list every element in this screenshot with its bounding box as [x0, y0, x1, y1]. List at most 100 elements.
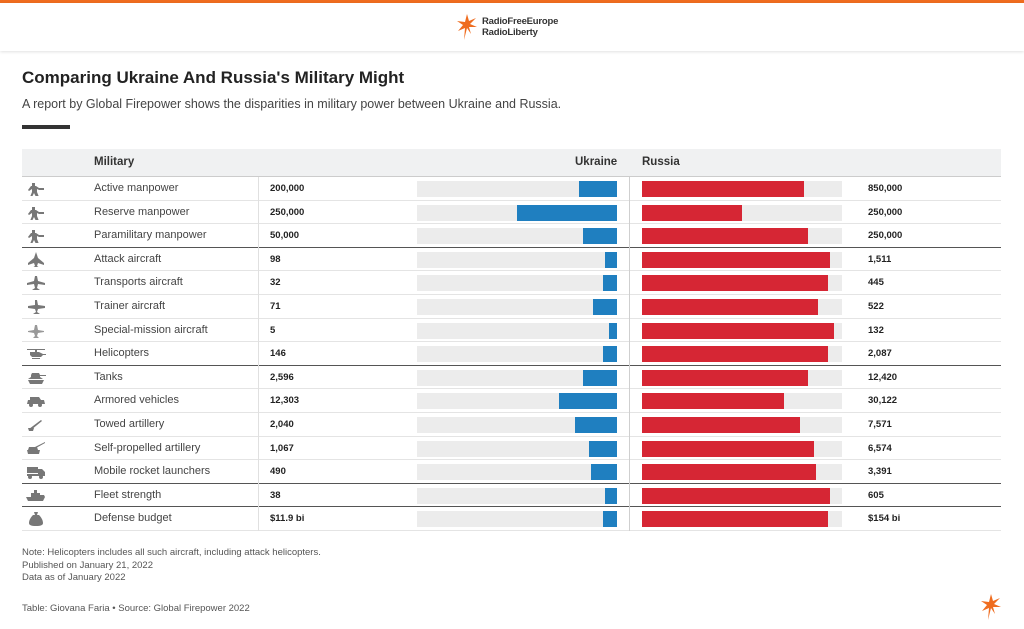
page-title: Comparing Ukraine And Russia's Military …	[22, 68, 405, 87]
ukraine-bar	[575, 416, 617, 433]
russia-bar	[642, 204, 742, 221]
category-label: Special-mission aircraft	[94, 323, 208, 336]
table-row: Fleet strength 38 605	[22, 484, 1001, 508]
ukraine-bar-track	[417, 440, 617, 457]
category-label: Helicopters	[94, 347, 150, 360]
trainer-plane-icon	[28, 299, 45, 314]
header-russia: Russia	[642, 156, 680, 168]
russia-bar-track	[642, 369, 842, 386]
ukraine-bar	[559, 393, 617, 410]
table-row: Defense budget $11.9 bi $154 bi	[22, 507, 1001, 531]
category-label: Trainer aircraft	[94, 299, 166, 312]
tank-icon	[28, 372, 46, 384]
center-divider	[629, 177, 630, 531]
ukraine-bar	[603, 511, 617, 528]
chart-notes: Note: Helicopters includes all such airc…	[22, 547, 321, 585]
ukraine-value-label: 98	[270, 253, 281, 265]
table-row: Armored vehicles 12,303 30,122	[22, 389, 1001, 413]
category-label: Paramilitary manpower	[94, 229, 207, 242]
ukraine-bar-track	[417, 346, 617, 363]
ukraine-value-label: 38	[270, 489, 281, 501]
table-row: Special-mission aircraft 5 132	[22, 319, 1001, 343]
page-subtitle: A report by Global Firepower shows the d…	[22, 97, 562, 111]
table-row: Trainer aircraft 71 522	[22, 295, 1001, 319]
russia-bar-track	[642, 251, 842, 268]
russia-value-label: 2,087	[868, 348, 892, 360]
russia-bar	[642, 464, 816, 481]
ukraine-bar	[603, 275, 617, 292]
russia-bar-track	[642, 298, 842, 315]
category-label: Attack aircraft	[94, 252, 162, 265]
category-label: Self-propelled artillery	[94, 441, 201, 454]
category-label: Mobile rocket launchers	[94, 465, 211, 478]
table-row: Reserve manpower 250,000 250,000	[22, 201, 1001, 225]
table-row: Towed artillery 2,040 7,571	[22, 413, 1001, 437]
helicopter-icon	[27, 349, 46, 360]
rferl-torch-icon[interactable]	[980, 591, 1002, 623]
ukraine-value-label: 146	[270, 348, 286, 360]
russia-bar-track	[642, 204, 842, 221]
brand-logo[interactable]: RadioFreeEurope RadioLiberty	[456, 12, 558, 42]
ukraine-value-label: 2,040	[270, 418, 294, 430]
soldier-icon	[28, 230, 44, 244]
data-date: Data as of January 2022	[22, 572, 126, 584]
ukraine-bar-track	[417, 487, 617, 504]
ukraine-bar-track	[417, 298, 617, 315]
ukraine-bar-track	[417, 322, 617, 339]
ukraine-value-label: 250,000	[270, 206, 305, 218]
table-row: Paramilitary manpower 50,000 250,000	[22, 224, 1001, 248]
russia-value-label: 6,574	[868, 442, 892, 454]
ukraine-value-label: 200,000	[270, 183, 305, 194]
category-label: Transports aircraft	[94, 276, 183, 289]
ukraine-bar	[589, 440, 617, 457]
category-label: Tanks	[94, 370, 123, 383]
ukraine-bar	[605, 487, 617, 504]
soldier-icon	[28, 183, 44, 196]
ukraine-bar-track	[417, 511, 617, 528]
ukraine-value-label: $11.9 bi	[270, 513, 305, 525]
russia-bar-track	[642, 228, 842, 245]
category-label: Reserve manpower	[94, 205, 190, 218]
transport-plane-icon	[27, 276, 45, 291]
russia-bar-track	[642, 416, 842, 433]
category-label: Active manpower	[94, 182, 179, 194]
russia-bar	[642, 251, 830, 268]
ukraine-value-label: 5	[270, 324, 276, 336]
russia-bar-track	[642, 511, 842, 528]
table-row: Attack aircraft 98 1,511	[22, 248, 1001, 272]
self-propelled-artillery-icon	[27, 441, 45, 454]
money-bag-icon	[29, 512, 43, 527]
russia-bar	[642, 511, 828, 528]
russia-value-label: 7,571	[868, 418, 892, 430]
category-label: Defense budget	[94, 512, 172, 525]
category-label: Armored vehicles	[94, 394, 179, 407]
ukraine-bar	[583, 228, 617, 245]
towed-artillery-icon	[28, 419, 42, 431]
column-divider	[258, 177, 259, 531]
brand-line-2: RadioLiberty	[482, 27, 538, 38]
ukraine-bar	[591, 464, 617, 481]
ukraine-bar	[579, 181, 617, 197]
category-label: Fleet strength	[94, 488, 162, 501]
table-header: Military Ukraine Russia	[22, 149, 1001, 177]
russia-bar	[642, 346, 828, 363]
ukraine-bar-track	[417, 369, 617, 386]
ukraine-value-label: 1,067	[270, 442, 294, 454]
ukraine-value-label: 32	[270, 277, 281, 289]
russia-value-label: 12,420	[868, 371, 898, 383]
table-row: Active manpower 200,000 850,000	[22, 177, 1001, 201]
ukraine-bar-track	[417, 251, 617, 268]
ukraine-bar-track	[417, 275, 617, 292]
russia-bar	[642, 228, 808, 245]
russia-bar	[642, 487, 830, 504]
brand-line-1: RadioFreeEurope	[482, 16, 559, 27]
ukraine-bar-track	[417, 416, 617, 433]
ukraine-value-label: 12,303	[270, 395, 300, 407]
table-row: Tanks 2,596 12,420	[22, 366, 1001, 390]
russia-bar-track	[642, 487, 842, 504]
russia-value-label: 850,000	[868, 183, 903, 194]
armored-vehicle-icon	[27, 397, 45, 408]
ukraine-bar	[609, 322, 617, 339]
ukraine-bar-track	[417, 393, 617, 410]
russia-bar-track	[642, 275, 842, 292]
